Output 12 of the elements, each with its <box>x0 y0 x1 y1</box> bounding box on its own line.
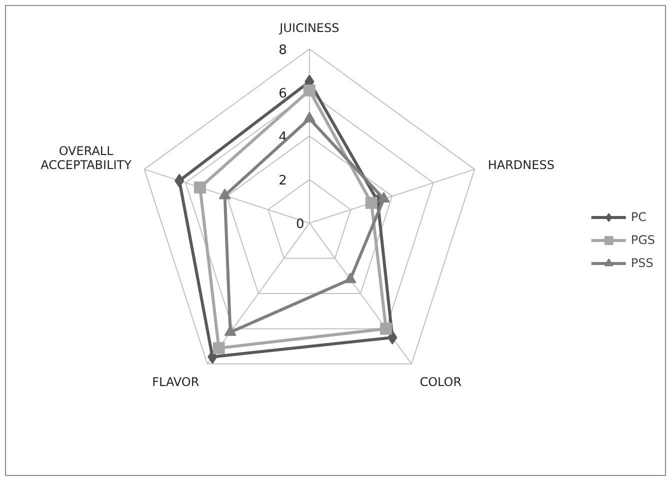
legend-label: PSS <box>630 256 654 270</box>
spoke-label: OVERALL ACCEPTABILITY <box>40 144 132 172</box>
spoke-label: FLAVOR <box>152 375 200 390</box>
y-tick-label: 6 <box>278 86 287 102</box>
legend-label: PC <box>630 210 648 224</box>
legend-label: PGS <box>630 233 655 247</box>
y-tick-label: 8 <box>278 43 287 58</box>
spoke-label: JUICINESS <box>278 21 340 36</box>
y-tick-label: 0 <box>296 217 304 232</box>
spoke-label: COLOR <box>420 375 462 390</box>
y-tick-label: 2 <box>278 174 287 189</box>
spoke-label: HARDNESS <box>488 158 554 172</box>
